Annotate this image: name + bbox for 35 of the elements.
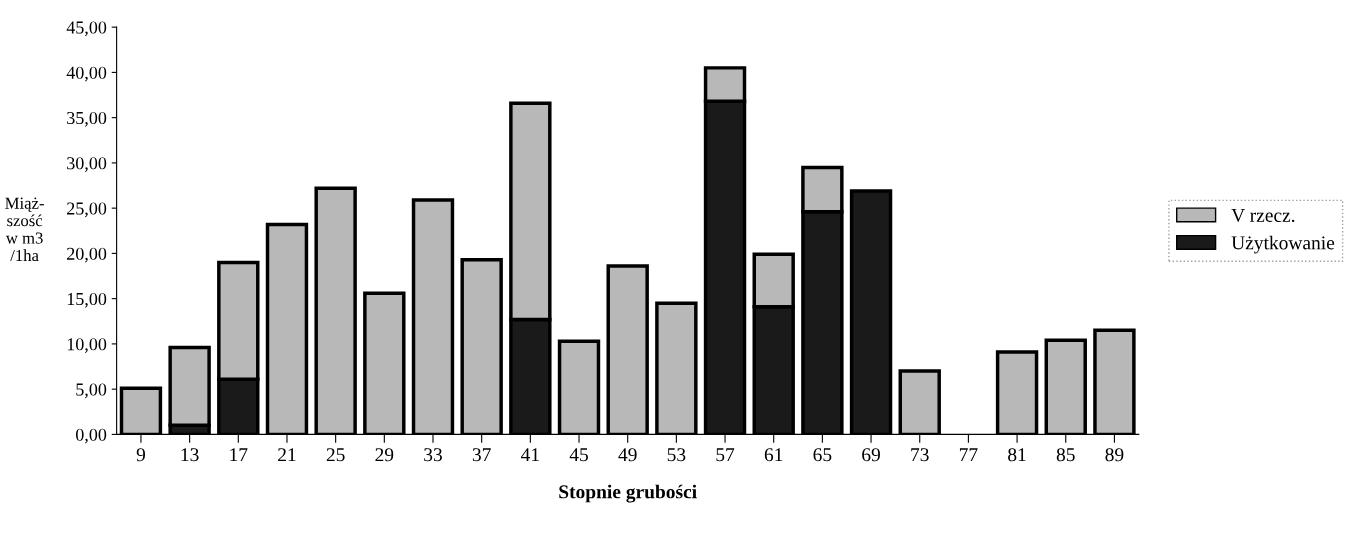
x-tick-label: 65 xyxy=(813,448,832,462)
y-tick-label: 40,00 xyxy=(66,66,107,82)
x-tick-label: 9 xyxy=(136,448,146,462)
x-tick-label: 61 xyxy=(764,448,783,462)
x-tick-label: 33 xyxy=(424,448,442,462)
y-tick-label: 30,00 xyxy=(67,157,107,172)
x-tick-label: 25 xyxy=(326,448,345,462)
y-tick-label: 35,00 xyxy=(67,111,107,127)
y-tick-label: 45,00 xyxy=(66,21,107,37)
x-tick-label: 17 xyxy=(230,448,248,462)
legend-label: V rzecz. xyxy=(1231,209,1295,223)
y-tick-label: 20,00 xyxy=(67,247,107,263)
x-tick-label: 13 xyxy=(181,448,199,462)
y-tick-label: 5,00 xyxy=(76,383,107,399)
y-tick-label: 10,00 xyxy=(67,338,107,353)
y-tick-label: 25,00 xyxy=(67,202,107,218)
x-tick-label: 49 xyxy=(618,448,637,462)
x-axis-title: Stopnie grubości xyxy=(559,484,697,503)
x-tick-label: 73 xyxy=(911,448,929,462)
x-tick-label: 37 xyxy=(472,448,491,462)
x-tick-label: 57 xyxy=(716,448,735,462)
x-tick-label: 77 xyxy=(959,448,978,462)
y-tick-label: 0,00 xyxy=(75,428,107,444)
x-tick-label: 29 xyxy=(375,448,394,462)
x-tick-label: 45 xyxy=(569,448,588,462)
x-tick-label: 69 xyxy=(862,448,880,462)
x-tick-label: 21 xyxy=(278,448,296,462)
y-tick-label: 15,00 xyxy=(67,292,107,308)
x-tick-label: 89 xyxy=(1105,448,1124,462)
y-axis-title: Miąż- szość w m3 /1ha xyxy=(5,197,44,262)
x-tick-label: 53 xyxy=(667,448,686,462)
x-tick-label: 81 xyxy=(1008,448,1026,462)
legend-label: Użytkowanie xyxy=(1231,235,1335,254)
x-tick-label: 41 xyxy=(521,448,539,462)
x-tick-label: 85 xyxy=(1056,448,1075,462)
